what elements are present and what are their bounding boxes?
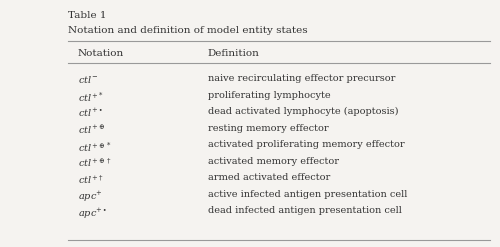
Text: Notation: Notation (78, 49, 124, 58)
Text: $ctl^{+\oplus}$: $ctl^{+\oplus}$ (78, 124, 104, 136)
Text: active infected antigen presentation cell: active infected antigen presentation cel… (208, 190, 407, 199)
Text: $apc^{+}$: $apc^{+}$ (78, 190, 102, 204)
Text: activated proliferating memory effector: activated proliferating memory effector (208, 140, 404, 149)
Text: $ctl^{+\oplus *}$: $ctl^{+\oplus *}$ (78, 140, 112, 155)
Text: naive recirculating effector precursor: naive recirculating effector precursor (208, 74, 395, 83)
Text: proliferating lymphocyte: proliferating lymphocyte (208, 91, 330, 100)
Text: resting memory effector: resting memory effector (208, 124, 328, 133)
Text: $ctl^{+\dagger}$: $ctl^{+\dagger}$ (78, 173, 103, 186)
Text: armed activated effector: armed activated effector (208, 173, 330, 182)
Text: dead activated lymphocyte (apoptosis): dead activated lymphocyte (apoptosis) (208, 107, 398, 116)
Text: $ctl^{+\oplus\dagger}$: $ctl^{+\oplus\dagger}$ (78, 157, 112, 169)
Text: $ctl^{+\bullet}$: $ctl^{+\bullet}$ (78, 107, 102, 120)
Text: $ctl^{-}$: $ctl^{-}$ (78, 74, 98, 85)
Text: $apc^{+\bullet}$: $apc^{+\bullet}$ (78, 206, 107, 221)
Text: Notation and definition of model entity states: Notation and definition of model entity … (68, 26, 307, 35)
Text: Definition: Definition (208, 49, 260, 58)
Text: $ctl^{+*}$: $ctl^{+*}$ (78, 91, 103, 105)
Text: dead infected antigen presentation cell: dead infected antigen presentation cell (208, 206, 402, 215)
Text: Table 1: Table 1 (68, 11, 106, 20)
Text: activated memory effector: activated memory effector (208, 157, 338, 166)
